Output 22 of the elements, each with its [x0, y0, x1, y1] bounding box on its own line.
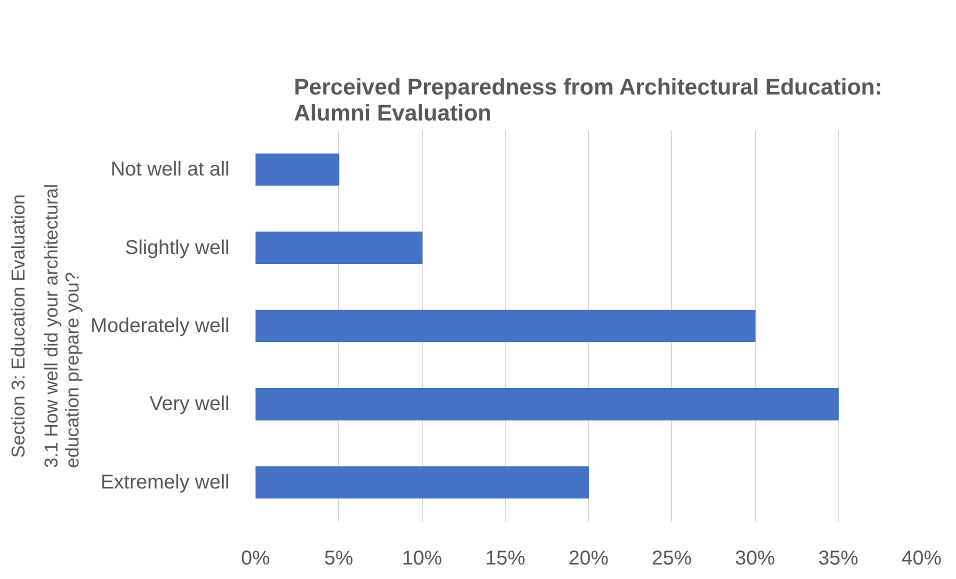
- x-tick-label: 15%: [485, 548, 526, 570]
- bar: [256, 466, 589, 499]
- x-tick-label: 10%: [402, 548, 442, 570]
- x-tick-label: 25%: [652, 548, 692, 570]
- bar: [256, 153, 340, 186]
- x-tick-label: 20%: [568, 548, 609, 570]
- x-tick-label: 40%: [901, 548, 942, 570]
- bar: [256, 232, 422, 264]
- text: 3.1 How well did your architectural education prepare you?: [40, 184, 82, 468]
- bar: [256, 388, 839, 420]
- y-axis-title: Section 3: Education Evaluation: [8, 194, 28, 458]
- y-tick-label: Extremely well: [100, 471, 230, 494]
- x-tick-label: 5%: [324, 548, 354, 570]
- y-tick-label: Not well at all: [110, 158, 230, 181]
- x-tick-label: 35%: [818, 548, 858, 570]
- x-tick-label: 30%: [734, 548, 776, 570]
- y-tick-label: Moderately well: [90, 315, 230, 337]
- y-tick-label: Slightly well: [125, 236, 230, 259]
- y-tick-label: Very well: [149, 393, 230, 416]
- bar: [256, 310, 756, 342]
- chart-title: Perceived Preparedness from Architectural Education: Alumni Evaluation: [294, 74, 882, 126]
- x-tick-label: 0%: [241, 548, 270, 570]
